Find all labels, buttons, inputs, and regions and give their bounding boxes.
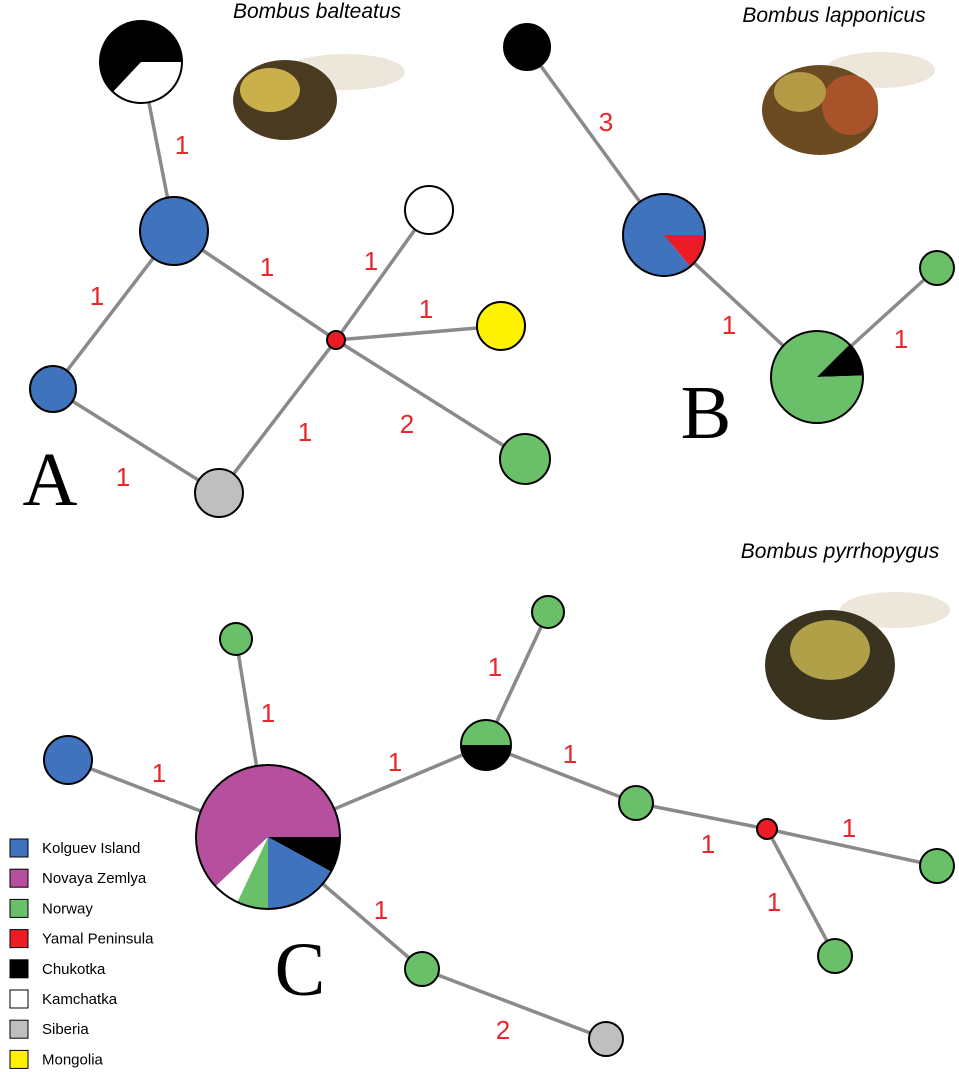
edge-label: 1 [260, 252, 274, 282]
haplotype-node [195, 469, 243, 517]
bee-a [233, 54, 405, 140]
nodes [30, 21, 954, 1056]
haplotype-node [818, 939, 852, 973]
edge [219, 340, 336, 493]
haplotype-node [327, 331, 345, 349]
haplotype-node [196, 765, 340, 909]
legend-swatch [10, 869, 28, 887]
edge-label: 1 [842, 813, 856, 843]
haplotype-node [623, 194, 705, 276]
species-name: Bombus lapponicus [742, 4, 926, 27]
edge-label: 2 [496, 1015, 510, 1045]
figure: A Bombus balteatus 1 1 1 1 1 1 1 2 B Bombus lapponi… [0, 0, 959, 1072]
edge-label: 1 [488, 652, 502, 682]
haplotype-node [589, 1022, 623, 1056]
haplotype-node [44, 736, 92, 784]
edge-label: 1 [374, 895, 388, 925]
edge-label: 1 [701, 829, 715, 859]
edge [422, 969, 606, 1039]
page: A Bombus balteatus 1 1 1 1 1 1 1 2 B Bombus lapponi… [0, 0, 959, 1072]
legend-swatch [10, 1050, 28, 1068]
haplotype-node [405, 186, 453, 234]
legend-swatch [10, 839, 28, 857]
legend-label: Kolguev Island [42, 840, 140, 857]
legend-label: Mongolia [42, 1051, 104, 1068]
bee-b [762, 52, 935, 155]
edge-label: 1 [116, 462, 130, 492]
edge-label: 1 [563, 739, 577, 769]
legend-swatch [10, 1020, 28, 1038]
legend-label: Yamal Peninsula [42, 931, 154, 948]
haplotype-node [771, 331, 863, 423]
bee-c [765, 592, 950, 720]
legend-label: Kamchatka [42, 991, 118, 1008]
edge-label: 3 [599, 107, 613, 137]
legend-swatch [10, 960, 28, 978]
haplotype-node [100, 21, 182, 103]
haplotype-node [619, 786, 653, 820]
panel-letter: A [23, 438, 78, 522]
haplotype-node [920, 849, 954, 883]
legend-label: Chukotka [42, 961, 106, 978]
pie-slice [461, 745, 511, 770]
haplotype-node [405, 952, 439, 986]
edge [336, 340, 525, 459]
legend-swatch [10, 930, 28, 948]
edge-label: 1 [388, 747, 402, 777]
legend-label: Novaya Zemlya [42, 870, 147, 887]
edge-label: 1 [364, 246, 378, 276]
edge [53, 389, 219, 493]
haplotype-node [30, 366, 76, 412]
edge-label: 1 [90, 281, 104, 311]
edge-label: 1 [298, 417, 312, 447]
haplotype-node [532, 596, 564, 628]
edge-label: 1 [767, 887, 781, 917]
haplotype-node [757, 819, 777, 839]
edge-label: 1 [175, 130, 189, 160]
pie-slice [461, 720, 511, 745]
legend-swatch [10, 899, 28, 917]
haplotype-node [461, 720, 511, 770]
haplotype-node [477, 302, 525, 350]
species-name: Bombus pyrrhopygus [741, 540, 940, 563]
legend-label: Norway [42, 900, 93, 917]
haplotype-node [500, 434, 550, 484]
edge-label: 1 [261, 698, 275, 728]
species-name: Bombus balteatus [233, 0, 402, 23]
legend-label: Siberia [42, 1021, 89, 1038]
panel-letter: C [275, 928, 326, 1012]
panel-letter: B [681, 371, 732, 455]
edge-label: 1 [419, 294, 433, 324]
haplotype-node [220, 623, 252, 655]
haplotype-node [920, 251, 954, 285]
haplotype-node [140, 197, 208, 265]
edge-label: 1 [894, 324, 908, 354]
edge-label: 1 [152, 758, 166, 788]
legend-swatch [10, 990, 28, 1008]
edge-label: 1 [722, 310, 736, 340]
edge-label: 2 [400, 409, 414, 439]
haplotype-node [504, 24, 550, 70]
edge [636, 803, 767, 829]
